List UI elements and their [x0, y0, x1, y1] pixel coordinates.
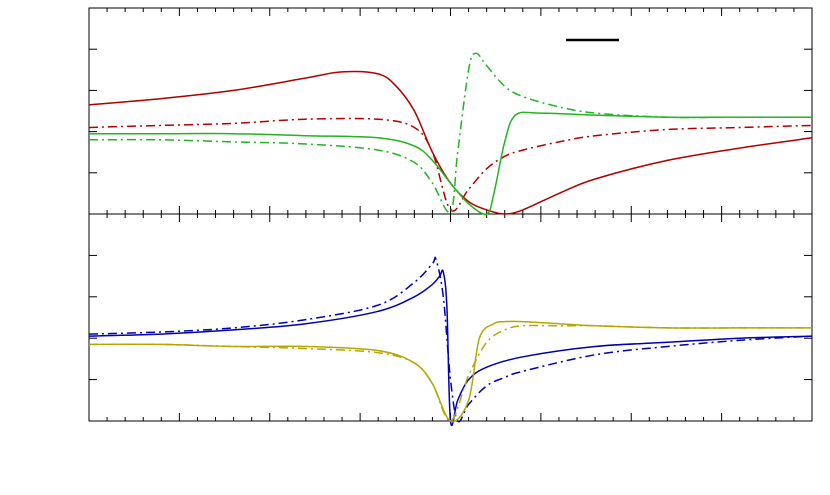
top-series-4-line: [88, 52, 812, 214]
plot-lines: [88, 52, 813, 427]
axis-ticks: [88, 8, 813, 421]
bottom-series-3-line: [88, 320, 812, 423]
top-series-1-line: [88, 70, 813, 215]
top-series-3-line: [89, 111, 812, 215]
bottom-panel-frame: [88, 213, 813, 422]
bottom-series-4-line: [88, 324, 812, 422]
bottom-series-2-line: [88, 256, 813, 423]
bottom-series-1-line: [88, 269, 813, 427]
top-series-2-line: [88, 117, 813, 212]
